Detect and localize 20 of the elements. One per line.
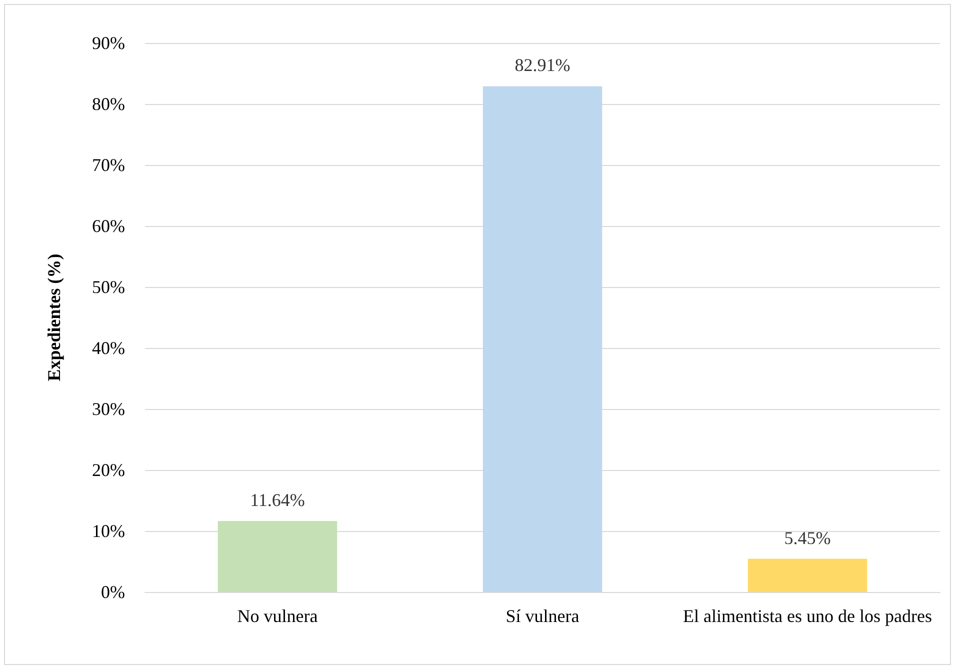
y-tick-label: 40% [92, 338, 125, 358]
bar [748, 558, 868, 592]
x-tick-label: El alimentista es uno de los padres [683, 606, 932, 626]
data-label: 82.91% [514, 55, 570, 76]
bar [482, 86, 602, 592]
y-tick-label: 0% [101, 582, 125, 602]
x-tick-label: No vulnera [237, 606, 318, 626]
data-label: 11.64% [250, 490, 305, 510]
data-label: 5.45% [784, 528, 831, 548]
y-tick-label: 50% [92, 277, 125, 297]
y-axis-title: Expedientes (%) [44, 254, 64, 382]
y-tick-label: 60% [92, 216, 125, 236]
y-tick-label: 80% [92, 94, 125, 114]
bar [218, 520, 338, 592]
y-tick-label: 30% [92, 399, 125, 419]
x-tick-label: Sí vulnera [506, 606, 580, 626]
y-tick-label: 70% [92, 155, 125, 175]
y-tick-label: 10% [92, 521, 125, 541]
y-tick-label: 90% [92, 33, 125, 53]
y-tick-label: 20% [92, 460, 125, 480]
